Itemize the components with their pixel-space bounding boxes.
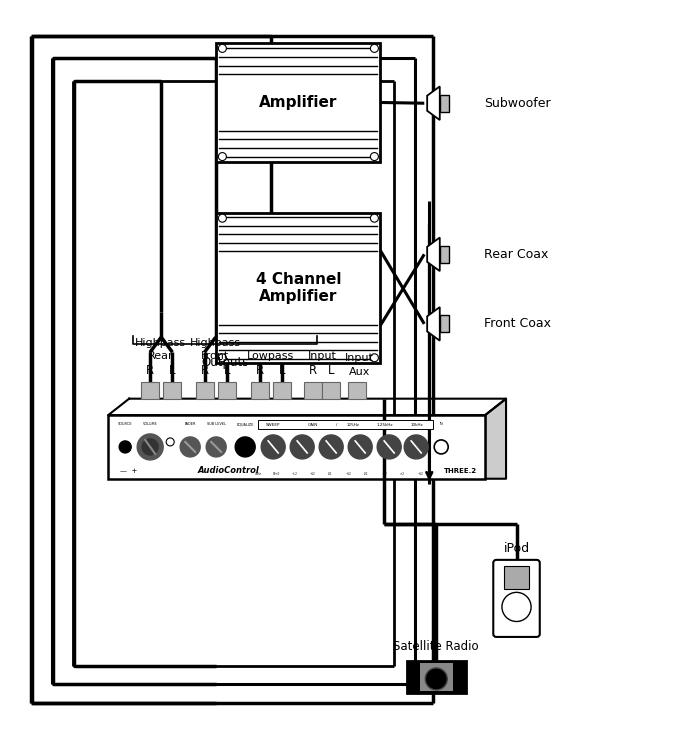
Text: +12: +12 xyxy=(381,472,387,476)
Text: R: R xyxy=(255,364,264,377)
Text: L: L xyxy=(279,364,285,377)
Circle shape xyxy=(218,44,226,52)
Text: Front Coax: Front Coax xyxy=(484,317,551,331)
Text: R: R xyxy=(200,364,209,377)
Text: -02: -02 xyxy=(364,472,369,476)
Text: Rear: Rear xyxy=(148,352,173,361)
Text: SWEEP: SWEEP xyxy=(266,423,281,426)
Text: L: L xyxy=(169,364,176,377)
Circle shape xyxy=(261,435,285,459)
Text: THREE.2: THREE.2 xyxy=(444,468,477,473)
Text: -+2: -+2 xyxy=(400,472,405,476)
Text: +12: +12 xyxy=(346,472,351,476)
Circle shape xyxy=(404,435,428,459)
Text: 40Hz: 40Hz xyxy=(255,472,262,476)
Circle shape xyxy=(142,439,158,455)
Circle shape xyxy=(348,435,372,459)
Bar xyxy=(216,213,380,363)
Bar xyxy=(348,382,366,399)
Text: Highpass: Highpass xyxy=(189,338,241,349)
Circle shape xyxy=(119,441,131,453)
Text: 125Hz: 125Hz xyxy=(346,423,359,426)
Bar xyxy=(419,663,453,691)
Circle shape xyxy=(319,435,343,459)
Text: Satellite Radio: Satellite Radio xyxy=(394,640,479,653)
Text: -02: -02 xyxy=(328,472,332,476)
Text: —  +: — + xyxy=(119,468,137,473)
Text: Subwoofer: Subwoofer xyxy=(484,96,551,110)
Bar xyxy=(440,316,449,332)
Circle shape xyxy=(371,354,378,362)
Circle shape xyxy=(218,214,226,222)
Bar xyxy=(108,415,485,479)
Text: Rear Coax: Rear Coax xyxy=(484,248,549,261)
Circle shape xyxy=(166,438,174,446)
Circle shape xyxy=(371,44,378,52)
Polygon shape xyxy=(108,399,506,415)
Text: 10kHz: 10kHz xyxy=(410,423,423,426)
Text: Input: Input xyxy=(308,352,337,361)
Bar xyxy=(440,95,449,111)
Polygon shape xyxy=(485,399,506,479)
Text: R: R xyxy=(146,364,154,377)
FancyBboxPatch shape xyxy=(493,560,540,637)
Text: Amplifier: Amplifier xyxy=(259,95,338,110)
Circle shape xyxy=(218,153,226,161)
Bar xyxy=(406,661,466,693)
Bar xyxy=(440,246,449,263)
Text: 1.25kHz: 1.25kHz xyxy=(376,423,393,426)
Text: Outputs: Outputs xyxy=(201,356,248,370)
Circle shape xyxy=(206,437,226,457)
Circle shape xyxy=(377,435,401,459)
Text: Highpass: Highpass xyxy=(135,338,186,349)
Bar xyxy=(216,43,380,162)
Circle shape xyxy=(180,437,200,457)
Text: SUB LEVEL: SUB LEVEL xyxy=(207,422,225,426)
Text: SOURCE: SOURCE xyxy=(118,422,133,426)
Text: Front: Front xyxy=(201,352,229,361)
Bar xyxy=(503,566,530,589)
Bar xyxy=(251,382,269,399)
Text: Aux: Aux xyxy=(349,367,370,377)
Circle shape xyxy=(425,668,447,690)
Bar xyxy=(218,382,236,399)
Text: AudioControl: AudioControl xyxy=(198,466,259,475)
Text: EQUALIZE: EQUALIZE xyxy=(237,422,254,426)
Circle shape xyxy=(290,435,314,459)
Text: Lowpass: Lowpass xyxy=(247,352,295,361)
Text: L: L xyxy=(327,364,334,377)
Circle shape xyxy=(371,153,378,161)
Polygon shape xyxy=(427,238,440,271)
Bar xyxy=(141,382,159,399)
Text: iPod: iPod xyxy=(503,542,530,555)
Circle shape xyxy=(218,354,226,362)
Text: L: L xyxy=(223,364,230,377)
Text: FADER: FADER xyxy=(184,422,196,426)
Text: +12: +12 xyxy=(309,472,315,476)
Circle shape xyxy=(138,434,163,460)
Text: +/-2: +/-2 xyxy=(291,472,297,476)
Bar xyxy=(258,420,433,429)
Bar xyxy=(195,382,214,399)
Text: 4 Channel
Amplifier: 4 Channel Amplifier xyxy=(255,272,341,304)
Bar xyxy=(304,382,322,399)
Polygon shape xyxy=(427,87,440,120)
Bar xyxy=(163,382,181,399)
Circle shape xyxy=(502,592,531,622)
Text: +12: +12 xyxy=(417,472,423,476)
Bar xyxy=(273,382,291,399)
Text: GAIN: GAIN xyxy=(309,423,318,426)
Text: IN: IN xyxy=(439,422,443,426)
Text: 80+0: 80+0 xyxy=(272,472,280,476)
Circle shape xyxy=(434,440,448,454)
Polygon shape xyxy=(427,307,440,340)
Text: R: R xyxy=(309,364,317,377)
Text: Input: Input xyxy=(345,353,374,364)
Text: /: / xyxy=(336,423,338,426)
Text: VOLUME: VOLUME xyxy=(143,422,158,426)
Circle shape xyxy=(235,437,255,457)
Bar xyxy=(322,382,340,399)
Circle shape xyxy=(371,214,378,222)
